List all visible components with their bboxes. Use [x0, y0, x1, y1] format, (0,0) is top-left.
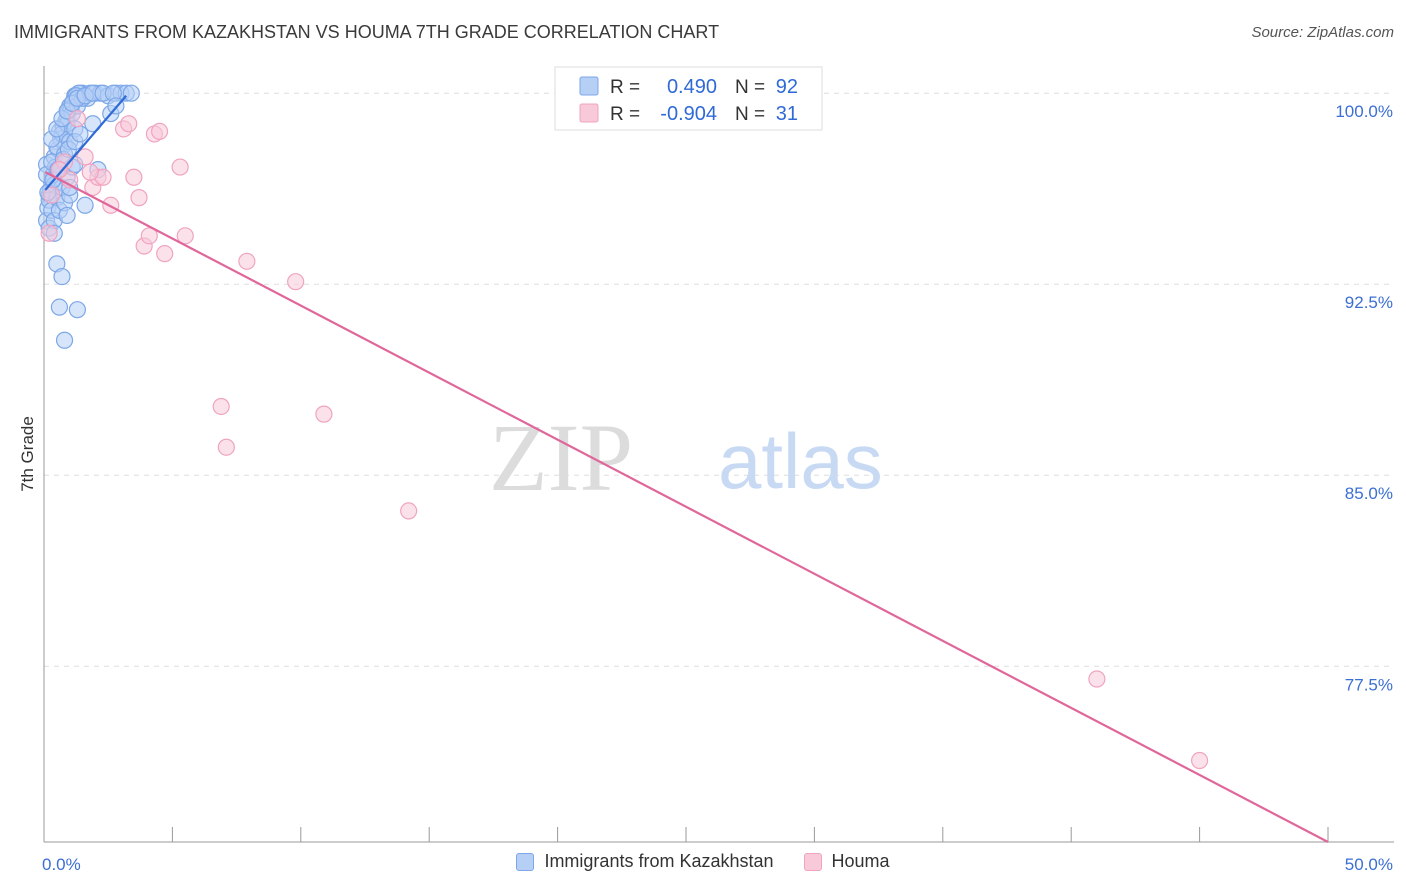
- y-axis-label: 7th Grade: [18, 416, 37, 492]
- legend-label-houma: Houma: [831, 851, 890, 871]
- legend-bottom: Immigrants from Kazakhstan Houma: [0, 851, 1406, 872]
- houma-point: [156, 245, 174, 263]
- legend-n-value-1: 92: [776, 76, 798, 98]
- watermark-atlas: atlas: [718, 417, 883, 505]
- houma-point: [1190, 751, 1209, 770]
- legend-n-value-2: 31: [776, 103, 798, 125]
- watermark-zip: ZIP: [489, 404, 633, 511]
- legend-r-value-2: -0.904: [660, 103, 717, 125]
- legend-r-label-2: R =: [610, 104, 640, 125]
- houma-point: [315, 405, 333, 423]
- kazakhstan-point: [58, 206, 76, 225]
- legend-item-kazakhstan: Immigrants from Kazakhstan: [516, 851, 774, 872]
- houma-point: [171, 158, 189, 176]
- legend-top: R = 0.490 N = 92 R = -0.904 N = 31: [554, 66, 823, 131]
- kazakhstan-point: [76, 196, 94, 214]
- legend-swatch-kazakhstan: [516, 852, 535, 871]
- kazakhstan-point: [68, 301, 86, 319]
- houma-point: [125, 168, 143, 186]
- houma-point: [287, 273, 305, 291]
- y-tick-label: 92.5%: [1345, 293, 1393, 312]
- trend-layer: [44, 95, 1329, 843]
- kazakhstan-trend-line: [44, 95, 128, 191]
- kazakhstan-point: [50, 298, 69, 316]
- legend-swatch-blue: [579, 76, 599, 96]
- houma-point: [68, 110, 86, 128]
- grid-layer: [44, 92, 1394, 667]
- houma-point: [176, 227, 194, 245]
- houma-point: [1088, 670, 1106, 688]
- kazakhstan-point: [53, 267, 71, 286]
- y-tick-label: 77.5%: [1345, 675, 1393, 694]
- houma-point: [81, 163, 99, 181]
- chart-title: IMMIGRANTS FROM KAZAKHSTAN VS HOUMA 7TH …: [14, 22, 720, 42]
- y-tick-label: 100.0%: [1335, 102, 1393, 121]
- houma-point: [120, 115, 138, 133]
- legend-r-label-1: R =: [610, 77, 640, 98]
- houma-point: [212, 397, 230, 416]
- houma-point: [217, 438, 235, 456]
- houma-point: [140, 227, 158, 245]
- houma-point: [130, 189, 148, 207]
- legend-box: [554, 66, 823, 131]
- legend-swatch-pink: [579, 103, 599, 123]
- houma-point: [76, 148, 94, 166]
- houma-point: [400, 502, 418, 520]
- y-tick-label: 85.0%: [1345, 484, 1393, 503]
- kazakhstan-point: [122, 84, 140, 102]
- legend-label-kazakhstan: Immigrants from Kazakhstan: [544, 851, 774, 871]
- houma-point: [50, 161, 69, 179]
- axes-layer: 100.0% 92.5% 85.0% 77.5% 0.0% 50.0%: [42, 66, 1394, 874]
- houma-trend-line: [44, 171, 1329, 843]
- houma-point: [40, 224, 58, 242]
- x-tick-label-min: 0.0%: [42, 855, 81, 874]
- watermark: ZIP atlas: [489, 404, 883, 511]
- houma-point: [238, 252, 256, 270]
- points-layer: [37, 84, 1209, 770]
- legend-item-houma: Houma: [803, 851, 890, 872]
- houma-point: [150, 122, 169, 141]
- houma-point: [43, 186, 61, 204]
- legend-n-label-1: N =: [735, 77, 765, 98]
- source-credit: Source: ZipAtlas.com: [1251, 24, 1394, 41]
- legend-swatch-houma: [803, 852, 822, 871]
- x-tick-label-max: 50.0%: [1345, 855, 1393, 874]
- legend-n-label-2: N =: [735, 104, 765, 125]
- kazakhstan-point: [55, 331, 74, 349]
- legend-r-value-1: 0.490: [667, 76, 717, 98]
